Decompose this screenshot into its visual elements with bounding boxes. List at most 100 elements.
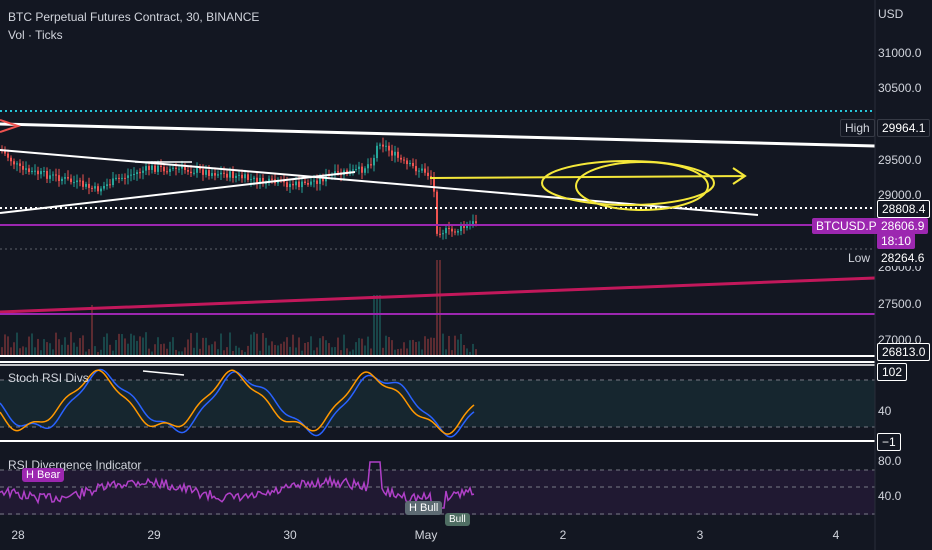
candle-body — [472, 221, 474, 224]
volume-bar — [295, 347, 297, 355]
volume-bar — [349, 351, 351, 355]
volume-bar — [73, 342, 75, 355]
candle-body — [286, 182, 288, 188]
volume-bar — [202, 337, 204, 355]
volume-bar — [16, 332, 18, 355]
volume-bar — [181, 351, 183, 355]
volume-bar — [58, 339, 60, 355]
candle-body — [337, 171, 339, 173]
candle-body — [259, 177, 261, 184]
candle-body — [145, 166, 147, 171]
candle-body — [202, 169, 204, 175]
candle-body — [193, 172, 195, 174]
volume-bar — [319, 338, 321, 355]
price-tick: 31000.0 — [878, 46, 922, 60]
volume-bar — [421, 349, 423, 355]
volume-bar — [157, 337, 159, 355]
volume-bar — [67, 344, 69, 355]
stoch-pane-title[interactable]: Stoch RSI Divs — [8, 371, 89, 385]
candle-body — [148, 166, 150, 170]
candle-body — [55, 174, 57, 176]
volume-bar — [52, 349, 54, 355]
candle-body — [388, 145, 390, 151]
currency-label[interactable]: USD — [878, 7, 904, 21]
drawings-layer[interactable] — [0, 110, 876, 315]
candle-body — [46, 170, 48, 179]
candle-body — [127, 175, 129, 178]
candle-body — [130, 174, 132, 176]
candle-body — [424, 168, 426, 173]
volume-bar — [196, 332, 198, 355]
candle-body — [160, 165, 162, 167]
candle-body — [223, 172, 225, 174]
candle-body — [409, 162, 411, 165]
candle-body — [139, 172, 141, 174]
candle-body — [235, 175, 237, 178]
volume-bar — [250, 334, 252, 355]
volume-bar — [145, 332, 147, 355]
volume-bar — [217, 349, 219, 355]
volume-bar — [1, 347, 3, 355]
volume-bar — [40, 350, 42, 355]
volume-bar — [28, 336, 30, 355]
candle-body — [451, 228, 453, 232]
volume-bar — [394, 349, 396, 355]
candle-body — [433, 178, 435, 192]
volume-bar — [268, 345, 270, 355]
candle-body — [94, 186, 96, 189]
volume-bar — [397, 349, 399, 355]
symbol-title[interactable]: BTC Perpetual Futures Contract, 30, BINA… — [8, 10, 260, 24]
candle-body — [157, 165, 159, 172]
volume-bar — [151, 351, 153, 355]
volume-bar — [334, 347, 336, 355]
volume-bar — [13, 342, 15, 355]
magenta-trendline — [0, 276, 876, 314]
candle-body — [73, 182, 75, 184]
candle-body — [373, 158, 375, 166]
volume-bar — [34, 347, 36, 355]
volume-bar — [445, 349, 447, 355]
candle-body — [238, 174, 240, 176]
candle-body — [187, 169, 189, 172]
candle-body — [379, 144, 381, 146]
candle-body — [253, 177, 255, 180]
volume-bar — [160, 344, 162, 355]
volume-bar — [31, 333, 33, 355]
volume-bar — [340, 350, 342, 355]
candle-body — [271, 178, 273, 180]
volume-bar — [70, 332, 72, 355]
last-price-tag: 28606.9 — [877, 218, 929, 234]
volume-label[interactable]: Vol · Ticks — [8, 28, 63, 42]
volume-bar — [259, 350, 261, 355]
volume-bar — [112, 350, 114, 355]
price-tick: 27500.0 — [878, 297, 922, 311]
stoch-pane-bg — [0, 380, 875, 427]
volume-bar — [229, 332, 231, 355]
candle-body — [232, 171, 234, 178]
volume-bar — [91, 305, 93, 355]
candle-body — [142, 170, 144, 173]
candle-body — [403, 159, 405, 161]
candle-body — [103, 185, 105, 189]
h-bear-label: H Bear — [22, 468, 65, 482]
volume-bar — [412, 339, 414, 355]
volume-bar — [94, 346, 96, 355]
volume-bar — [409, 340, 411, 355]
volume-bar — [415, 341, 417, 355]
candle-body — [4, 150, 6, 154]
volume-bar — [358, 338, 360, 355]
volume-bar — [337, 337, 339, 355]
volume-bar — [178, 351, 180, 355]
time-tick: 30 — [283, 528, 297, 542]
candle-body — [475, 221, 477, 224]
volume-bar — [460, 333, 462, 355]
candle-body — [37, 170, 39, 175]
stoch-tick-top: 102 — [877, 363, 908, 381]
rsi-tick-80: 80.0 — [878, 454, 902, 468]
volume-bar — [175, 349, 177, 355]
volume-bar — [97, 351, 99, 355]
candle-body — [10, 157, 12, 162]
yellow-ellipse-1 — [541, 160, 715, 206]
volume-bar — [367, 336, 369, 355]
